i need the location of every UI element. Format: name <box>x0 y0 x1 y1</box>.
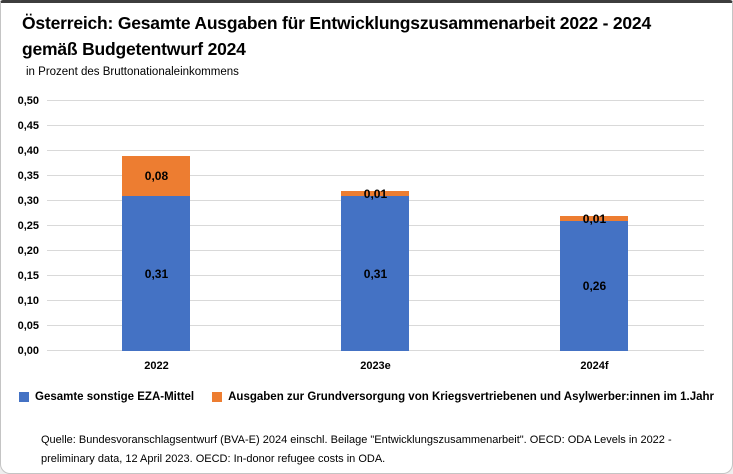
source-note-line-1: Quelle: Bundesvoranschlagsentwurf (BVA-E… <box>41 434 672 446</box>
bar-value-label: 0,31 <box>144 266 169 281</box>
bar-segment: 0,31 <box>341 196 410 351</box>
y-axis-tick-label: 0,25 <box>17 220 39 232</box>
bar-segment: 0,01 <box>341 188 410 200</box>
bar-value-label: 0,08 <box>144 169 169 183</box>
legend-item: Gesamte sonstige EZA-Mittel <box>19 391 194 403</box>
y-axis-tick-label: 0,30 <box>17 195 39 207</box>
legend-item: Ausgaben zur Grundversorgung von Kriegsv… <box>212 391 714 403</box>
legend-swatch-icon <box>212 392 223 402</box>
y-axis-tick-label: 0,50 <box>17 95 39 107</box>
bar-value-label: 0,01 <box>363 186 388 201</box>
chart-title-line-1: Österreich: Gesamte Ausgaben für Entwick… <box>22 13 651 33</box>
bar-value-label: 0,26 <box>582 279 607 293</box>
legend-label: Gesamte sonstige EZA-Mittel <box>35 391 195 403</box>
stacked-bar-2022: 0,31 0,08 <box>122 101 191 351</box>
gridline <box>47 100 704 101</box>
bar-segment: 0,31 <box>122 196 191 351</box>
bar-value-label: 0,31 <box>363 266 388 281</box>
y-axis-tick-label: 0,00 <box>17 345 39 357</box>
stacked-bar-2023e: 0,31 0,01 <box>341 101 410 351</box>
source-note: Quelle: Bundesvoranschlagsentwurf (BVA-E… <box>41 431 701 469</box>
y-axis-tick-label: 0,45 <box>17 120 39 132</box>
stacked-bar-2024f: 0,26 0,01 <box>560 101 629 351</box>
legend-swatch-icon <box>19 392 29 402</box>
y-axis-tick-label: 0,35 <box>17 170 39 182</box>
legend-label: Ausgaben zur Grundversorgung von Kriegsv… <box>228 391 714 403</box>
bar-value-label: 0,01 <box>582 211 607 226</box>
chart-title-line-2: gemäß Budgetentwurf 2024 <box>22 39 246 59</box>
y-axis-tick-label: 0,05 <box>17 320 39 332</box>
gridline <box>47 175 704 176</box>
plot-area: 0,00 0,05 0,10 0,15 0,20 0,25 0,30 0,35 0,40 0,45… <box>18 95 704 372</box>
gridline <box>47 125 704 126</box>
bar-segment: 0,01 <box>560 213 629 225</box>
y-axis-tick-label: 0,40 <box>17 145 39 157</box>
bar-segment: 0,08 <box>122 156 191 196</box>
x-axis-tick-label: 2024f <box>580 360 609 372</box>
x-axis-tick-label: 2022 <box>144 360 169 372</box>
gridline <box>47 150 704 151</box>
bar-segment: 0,26 <box>560 221 629 351</box>
x-axis-tick-label: 2023e <box>360 360 391 372</box>
y-axis-tick-label: 0,10 <box>17 295 39 307</box>
bar-slot-2022: 0,31 0,08 <box>47 101 266 351</box>
chart-subtitle: in Prozent des Bruttonationaleinkommens <box>26 66 239 78</box>
y-axis-tick-label: 0,20 <box>17 245 39 257</box>
chart-title: Österreich: Gesamte Ausgaben für Entwick… <box>22 10 720 62</box>
bar-slot-2024f: 0,26 0,01 <box>485 101 704 351</box>
y-axis-tick-label: 0,15 <box>17 270 39 282</box>
bar-slot-2023e: 0,31 0,01 <box>266 101 485 351</box>
legend: Gesamte sonstige EZA-Mittel Ausgaben zur … <box>1 391 732 403</box>
source-note-line-2: preliminary data, 12 April 2023. OECD: I… <box>41 453 386 465</box>
